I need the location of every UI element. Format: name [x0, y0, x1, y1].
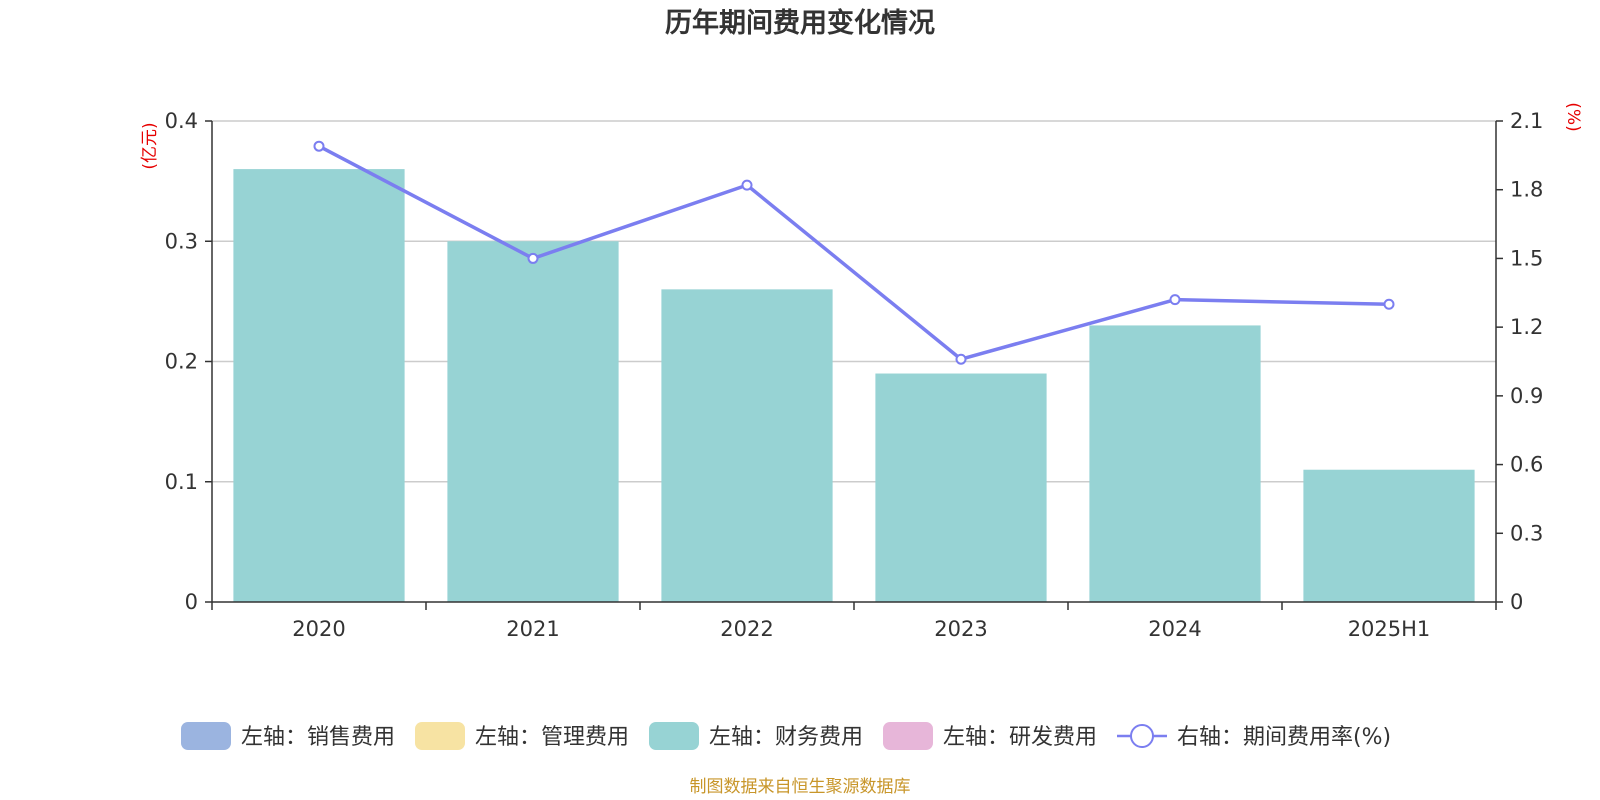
- bar: [1089, 325, 1261, 602]
- left-axis-tick-label: 0.4: [165, 109, 198, 133]
- right-axis-tick-label: 1.2: [1510, 315, 1543, 339]
- right-axis-tick-label: 0: [1510, 590, 1523, 614]
- rate-line-path: [318, 144, 1390, 361]
- bar: [1303, 469, 1475, 602]
- grid-lines: [212, 120, 1496, 483]
- right-axis-tick-label: 2.1: [1510, 109, 1543, 133]
- left-axis-tick-label: 0.2: [165, 350, 198, 374]
- left-axis-unit: (亿元): [140, 122, 160, 169]
- rate-point: [1169, 294, 1181, 306]
- rate-line: [313, 140, 1395, 365]
- x-axis-tick-label: 2023: [934, 617, 987, 641]
- legend-swatch: [883, 722, 933, 750]
- rate-point: [1383, 298, 1395, 310]
- bar: [661, 289, 833, 602]
- x-axis-tick-label: 2024: [1148, 617, 1201, 641]
- rate-point: [527, 252, 539, 264]
- legend-label: 左轴：研发费用: [943, 725, 1097, 750]
- source-note: 制图数据来自恒生聚源数据库: [690, 777, 911, 797]
- legend-swatch: [181, 722, 231, 750]
- left-axis-tick-label: 0.1: [165, 470, 198, 494]
- bar: [875, 373, 1047, 602]
- bars: [233, 169, 1475, 602]
- right-axis-tick-label: 1.8: [1510, 178, 1543, 202]
- x-axis-tick-label: 2020: [292, 617, 345, 641]
- left-axis-tick-label: 0: [185, 590, 198, 614]
- rate-point: [741, 179, 753, 191]
- chart-title: 历年期间费用变化情况: [665, 7, 935, 39]
- right-axis-tick-label: 0.6: [1510, 453, 1543, 477]
- legend-swatch: [649, 722, 699, 750]
- legend-label: 左轴：管理费用: [475, 725, 629, 750]
- x-axis-tick-label: 2025H1: [1348, 617, 1431, 641]
- legend-label: 右轴：期间费用率(%): [1177, 725, 1391, 750]
- legend-swatch: [415, 722, 465, 750]
- right-axis-tick-label: 0.9: [1510, 384, 1543, 408]
- right-axis-tick-label: 1.5: [1510, 246, 1543, 270]
- legend: 左轴：销售费用 左轴：管理费用 左轴：财务费用 左轴：研发费用 右轴：期间费用率(%): [181, 722, 1391, 750]
- legend-label: 左轴：财务费用: [709, 725, 863, 750]
- rate-point: [955, 353, 967, 365]
- bar: [233, 169, 405, 602]
- legend-circle-marker: [1130, 724, 1154, 748]
- right-axis-unit: (%): [1563, 102, 1583, 131]
- rate-point: [313, 140, 325, 152]
- bar: [447, 241, 619, 602]
- axes: 0 0.1 0.2 0.3 0.4 0 0.3 0.6 0.9 1.2 1.5 1.8 2.1 2020 2…: [165, 109, 1544, 641]
- x-axis-tick-label: 2021: [506, 617, 559, 641]
- legend-label: 左轴：销售费用: [241, 725, 395, 750]
- right-axis-tick-label: 0.3: [1510, 521, 1543, 545]
- left-axis-tick-label: 0.3: [165, 229, 198, 253]
- x-axis-tick-label: 2022: [720, 617, 773, 641]
